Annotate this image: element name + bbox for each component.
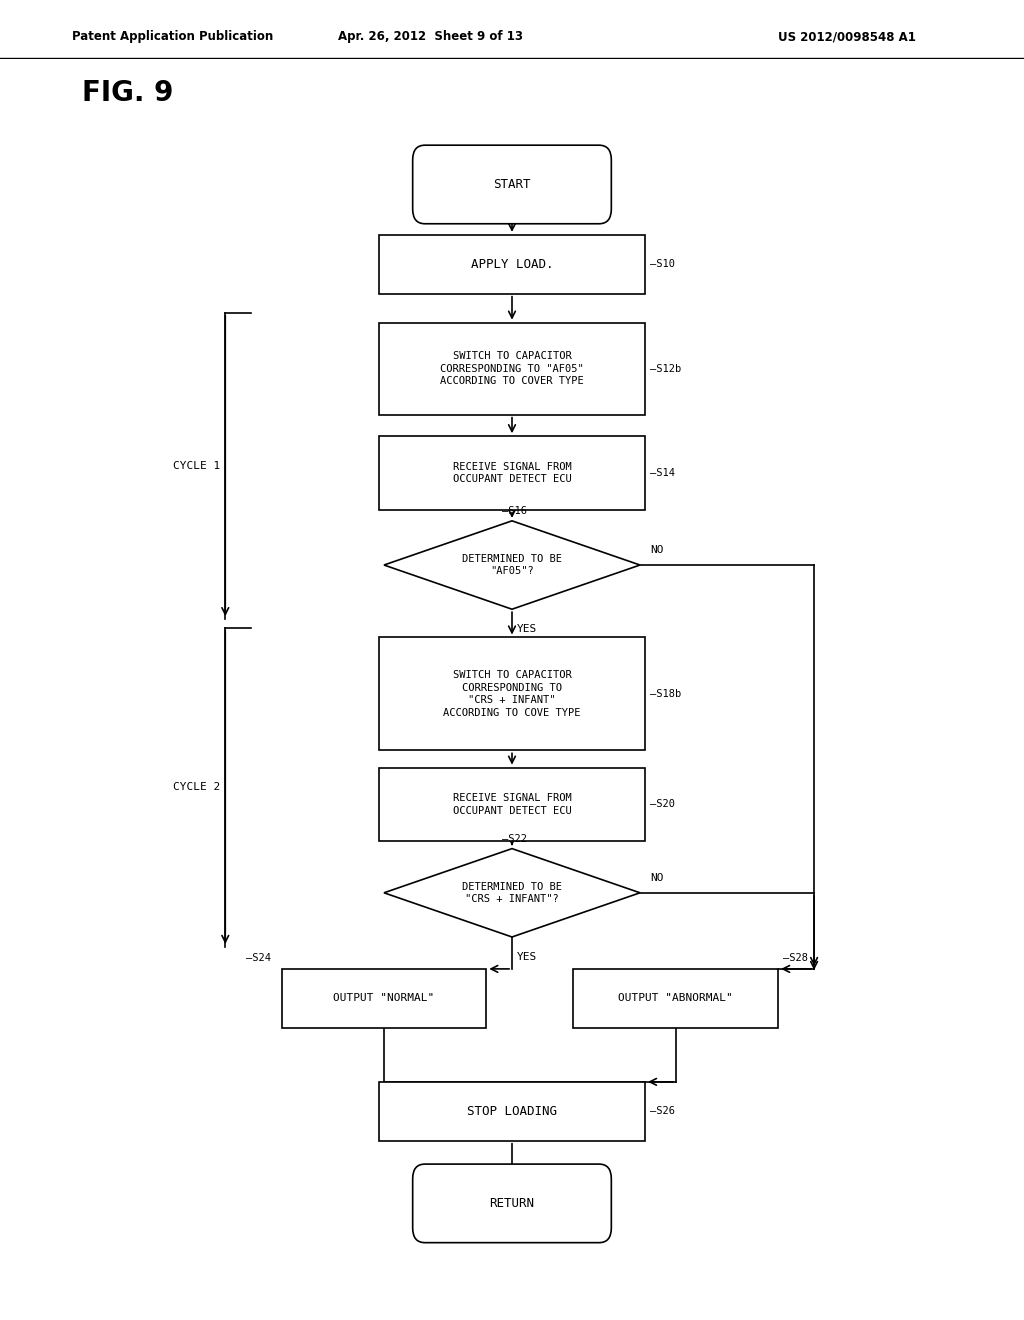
Text: US 2012/0098548 A1: US 2012/0098548 A1 <box>778 30 916 44</box>
Text: —S14: —S14 <box>650 469 675 478</box>
FancyBboxPatch shape <box>413 1164 611 1242</box>
Text: —S22: —S22 <box>502 834 526 843</box>
Text: —S18b: —S18b <box>650 689 682 698</box>
Bar <box>379 767 645 841</box>
Text: DETERMINED TO BE
"CRS + INFANT"?: DETERMINED TO BE "CRS + INFANT"? <box>462 882 562 904</box>
Text: —S12b: —S12b <box>650 363 682 374</box>
Text: OUTPUT "NORMAL": OUTPUT "NORMAL" <box>334 994 434 1003</box>
Text: CYCLE 2: CYCLE 2 <box>173 783 220 792</box>
Bar <box>379 1082 645 1140</box>
Text: Patent Application Publication: Patent Application Publication <box>72 30 273 44</box>
Bar <box>573 969 778 1028</box>
Text: —S26: —S26 <box>650 1106 675 1117</box>
Text: START: START <box>494 178 530 191</box>
Text: YES: YES <box>517 624 538 634</box>
Polygon shape <box>384 521 640 610</box>
Text: Apr. 26, 2012  Sheet 9 of 13: Apr. 26, 2012 Sheet 9 of 13 <box>338 30 522 44</box>
Polygon shape <box>384 849 640 937</box>
Text: —S28: —S28 <box>783 953 808 962</box>
Text: NO: NO <box>650 545 664 556</box>
Text: OUTPUT "ABNORMAL": OUTPUT "ABNORMAL" <box>618 994 733 1003</box>
Text: YES: YES <box>517 952 538 962</box>
Bar <box>379 638 645 750</box>
Text: RETURN: RETURN <box>489 1197 535 1210</box>
Text: RECEIVE SIGNAL FROM
OCCUPANT DETECT ECU: RECEIVE SIGNAL FROM OCCUPANT DETECT ECU <box>453 462 571 484</box>
Text: DETERMINED TO BE
"AF05"?: DETERMINED TO BE "AF05"? <box>462 554 562 577</box>
Bar <box>379 235 645 294</box>
Bar <box>379 322 645 414</box>
Text: CYCLE 1: CYCLE 1 <box>173 461 220 471</box>
Text: —S10: —S10 <box>650 259 675 269</box>
Text: APPLY LOAD.: APPLY LOAD. <box>471 257 553 271</box>
Text: —S20: —S20 <box>650 800 675 809</box>
Text: —S24: —S24 <box>247 953 271 962</box>
Text: FIG. 9: FIG. 9 <box>82 79 173 107</box>
FancyBboxPatch shape <box>413 145 611 224</box>
Text: SWITCH TO CAPACITOR
CORRESPONDING TO "AF05"
ACCORDING TO COVER TYPE: SWITCH TO CAPACITOR CORRESPONDING TO "AF… <box>440 351 584 385</box>
Text: STOP LOADING: STOP LOADING <box>467 1105 557 1118</box>
Bar <box>282 969 486 1028</box>
Text: NO: NO <box>650 873 664 883</box>
Text: SWITCH TO CAPACITOR
CORRESPONDING TO
"CRS + INFANT"
ACCORDING TO COVE TYPE: SWITCH TO CAPACITOR CORRESPONDING TO "CR… <box>443 671 581 718</box>
Bar <box>379 436 645 510</box>
Text: RECEIVE SIGNAL FROM
OCCUPANT DETECT ECU: RECEIVE SIGNAL FROM OCCUPANT DETECT ECU <box>453 793 571 816</box>
Text: —S16: —S16 <box>502 506 526 516</box>
